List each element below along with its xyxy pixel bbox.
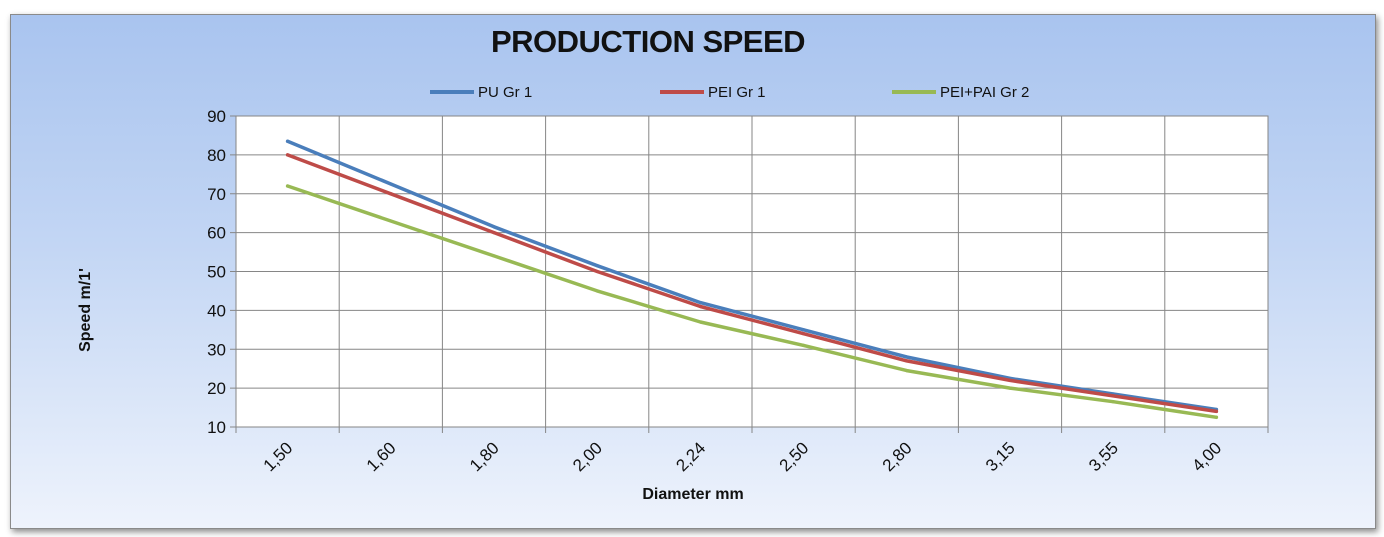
data-point-0 (389, 182, 393, 186)
legend-swatch-pei-pai-gr2 (892, 90, 936, 94)
data-point-0 (905, 355, 909, 359)
data-point-1 (492, 231, 496, 235)
legend-item-pu-gr1: PU Gr 1 (430, 83, 533, 101)
series-line-1 (285, 153, 1219, 414)
data-point-1 (1214, 409, 1218, 414)
y-tick-label: 70 (207, 185, 226, 204)
y-tick-label: 80 (207, 146, 226, 165)
legend-label-pei-pai-gr2: PEI+PAI Gr 2 (940, 83, 1030, 101)
series-line-2 (285, 184, 1219, 420)
data-point-0 (492, 225, 496, 229)
data-point-1 (802, 332, 806, 336)
data-point-1 (1008, 378, 1012, 382)
x-tick-label: 4,00 (1188, 438, 1225, 475)
data-point-1 (905, 359, 909, 363)
x-tick-label: 1,60 (363, 438, 400, 475)
y-axis-label: Speed m/1' (77, 268, 94, 352)
x-tick-label: 1,80 (466, 438, 503, 475)
legend-swatch-pu-gr1 (430, 90, 474, 94)
data-point-1 (389, 192, 393, 196)
legend-item-pei-pai-gr2: PEI+PAI Gr 2 (892, 83, 1030, 101)
data-point-0 (595, 264, 599, 268)
data-point-1 (1111, 394, 1115, 398)
x-tick-label: 2,24 (672, 438, 709, 475)
x-tick-label: 2,80 (879, 438, 916, 475)
series-line-0 (285, 139, 1219, 412)
data-point-2 (1214, 415, 1218, 419)
x-tick-label: 1,50 (260, 438, 297, 475)
data-point-2 (286, 184, 290, 188)
data-point-2 (389, 219, 393, 223)
data-point-1 (595, 269, 599, 274)
data-point-2 (698, 320, 703, 324)
data-point-0 (698, 301, 703, 305)
data-point-0 (802, 328, 806, 332)
y-tick-label: 40 (207, 301, 226, 320)
series-layer (285, 139, 1219, 420)
x-tick-label: 3,15 (982, 438, 1019, 475)
legend-label-pei-gr1: PEI Gr 1 (708, 83, 766, 101)
data-point-2 (1008, 386, 1012, 390)
data-point-1 (698, 304, 703, 309)
y-tick-label: 30 (207, 340, 226, 359)
data-point-0 (286, 139, 290, 143)
data-point-2 (802, 343, 806, 347)
data-point-2 (905, 369, 909, 373)
y-tick-label: 90 (207, 107, 226, 126)
y-tick-label: 10 (207, 418, 226, 437)
legend-item-pei-gr1: PEI Gr 1 (660, 83, 766, 101)
data-point-1 (286, 153, 290, 157)
data-point-2 (595, 289, 599, 293)
y-tick-label: 20 (207, 379, 226, 398)
y-tick-label: 50 (207, 263, 226, 282)
x-tick-label: 2,00 (569, 438, 606, 475)
legend-label-pu-gr1: PU Gr 1 (478, 83, 533, 101)
y-tick-label: 60 (207, 224, 226, 243)
legend-swatch-pei-gr1 (660, 90, 704, 94)
x-tick-label: 2,50 (776, 438, 813, 475)
x-tick-label: 3,55 (1085, 438, 1122, 475)
data-point-2 (1111, 400, 1115, 404)
chart-title: PRODUCTION SPEED (490, 24, 806, 59)
x-axis-label: Diameter mm (642, 486, 744, 503)
data-point-2 (492, 254, 496, 258)
grid-layer (236, 116, 1268, 427)
